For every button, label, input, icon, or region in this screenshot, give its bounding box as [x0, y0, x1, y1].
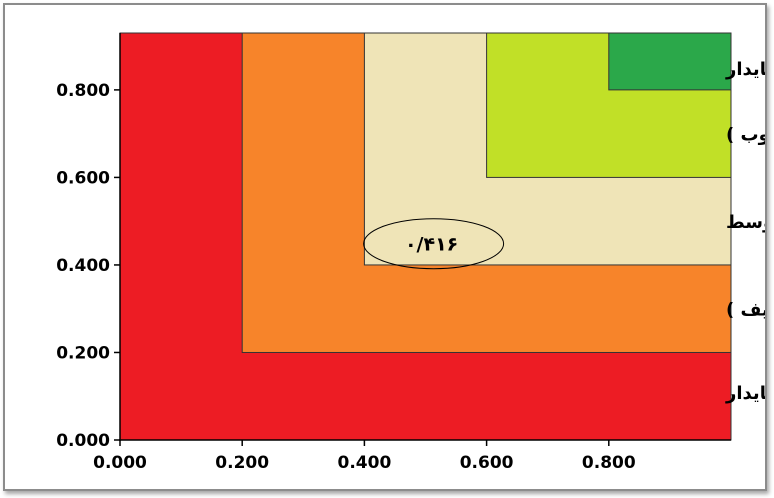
stability-zone-chart: 0.000 0.200 0.400 0.600 0.800 0.000 0.200 0.400… [56, 32, 765, 473]
zone-label-1: نا پایدار [725, 383, 765, 404]
x-tick-label: 0.200 [215, 453, 269, 473]
annotation-value: ۰/۴۱۶ [405, 234, 458, 256]
x-tick-label: 0.400 [338, 453, 392, 473]
y-tick-label: 0.200 [56, 343, 110, 363]
zone-label-3: متوسط [726, 212, 765, 233]
zone-label-2: ناپایداری بالقوه (ضعیف ) [726, 300, 765, 321]
zone-5 [608, 32, 732, 91]
x-tick-label: 0.800 [582, 453, 636, 473]
zone-label-5: پایدار [725, 59, 765, 80]
y-tick-label: 0.800 [56, 81, 110, 101]
x-tick-label: 0.000 [93, 453, 147, 473]
y-tick-label: 0.600 [56, 168, 110, 188]
x-tick-label: 0.600 [460, 453, 514, 473]
chart-frame: 0.000 0.200 0.400 0.600 0.800 0.000 0.200 0.400… [3, 3, 767, 491]
zone-label-4: پایداری بالقوه (خوب ) [726, 125, 765, 146]
y-tick-label: 0.000 [56, 431, 110, 451]
annotation-ellipse [363, 218, 505, 270]
y-tick-label: 0.400 [56, 256, 110, 276]
